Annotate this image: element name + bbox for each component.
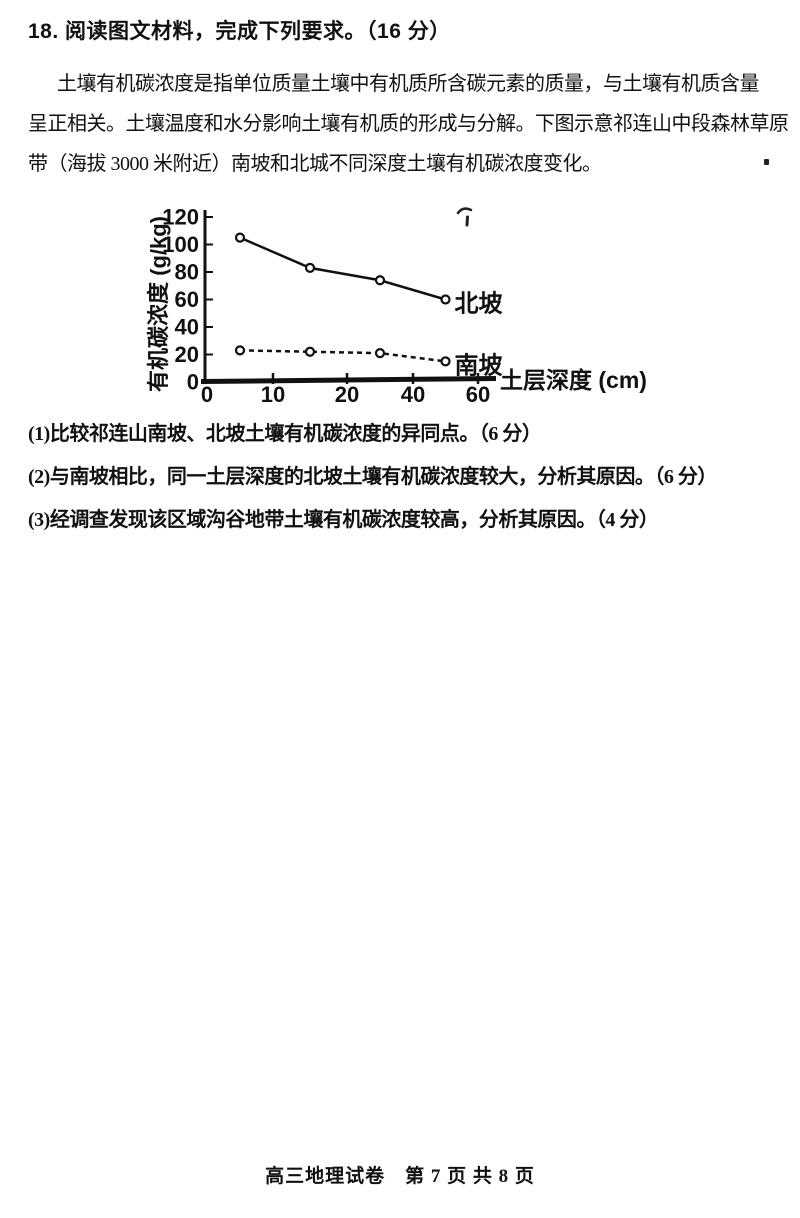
- data-point-marker: [440, 356, 451, 367]
- x-tick-label: 20: [335, 382, 359, 407]
- x-tick-label: 10: [261, 382, 285, 407]
- data-point-marker: [374, 348, 386, 359]
- data-point-marker: [304, 346, 316, 357]
- question-heading: 18. 阅读图文材料，完成下列要求。（16 分）: [28, 20, 451, 43]
- scan-artifact-mark: [456, 207, 473, 215]
- y-tick-label: 40: [175, 315, 199, 340]
- x-axis-line: [200, 376, 497, 384]
- page-footer: 高三地理试卷 第 7 页 共 8 页: [265, 1166, 535, 1187]
- sub-question-2: (2)与南坡相比，同一土层深度的北坡土壤有机碳浓度较大，分析其原因。（6 分）: [28, 466, 717, 488]
- scan-artifact-mark: [465, 215, 469, 227]
- series-line-南坡: [239, 349, 446, 363]
- series-label-南坡: 南坡: [455, 352, 503, 379]
- data-point-marker: [304, 262, 316, 273]
- x-tick-label: 60: [466, 382, 490, 407]
- y-tick-label: 0: [187, 370, 199, 395]
- scan-speck: [764, 159, 769, 165]
- sub-question-1: (1)比较祁连山南坡、北坡土壤有机碳浓度的异同点。（6 分）: [28, 423, 542, 445]
- y-tick-label: 20: [175, 342, 199, 367]
- data-point-marker: [440, 294, 451, 305]
- series-label-北坡: 北坡: [455, 291, 503, 318]
- y-tick-label: 100: [162, 232, 199, 257]
- material-line-3: 带（海拔 3000 米附近）南坡和北城不同深度土壤有机碳浓度变化。: [28, 153, 602, 175]
- y-axis-title: 有机碳浓度 (g/kg): [146, 216, 171, 392]
- y-tick-label: 120: [162, 205, 199, 230]
- x-tick-label: 40: [401, 382, 425, 407]
- y-tick-label: 60: [175, 287, 199, 312]
- data-point-marker: [374, 275, 386, 286]
- data-point-marker: [234, 232, 246, 243]
- y-tick-label: 80: [175, 260, 199, 285]
- material-line-1: 土壤有机碳浓度是指单位质量土壤中有机质所含碳元素的质量，与土壤有机质含量: [57, 73, 760, 95]
- x-tick-label: 0: [201, 382, 213, 407]
- material-line-2: 呈正相关。土壤温度和水分影响土壤有机质的形成与分解。下图示意祁连山中段森林草原: [28, 113, 789, 135]
- soil-carbon-depth-chart: 0 20 40 60 80 100 120 0 10 20 40 60 土层深度 (cm) 有机碳浓度 (…: [140, 192, 660, 408]
- data-point-marker: [234, 345, 246, 356]
- sub-question-3: (3)经调查发现该区域沟谷地带土壤有机碳浓度较高，分析其原因。（4 分）: [28, 509, 659, 531]
- x-axis-title: 土层深度 (cm): [500, 367, 647, 393]
- series-line-北坡: [239, 236, 446, 301]
